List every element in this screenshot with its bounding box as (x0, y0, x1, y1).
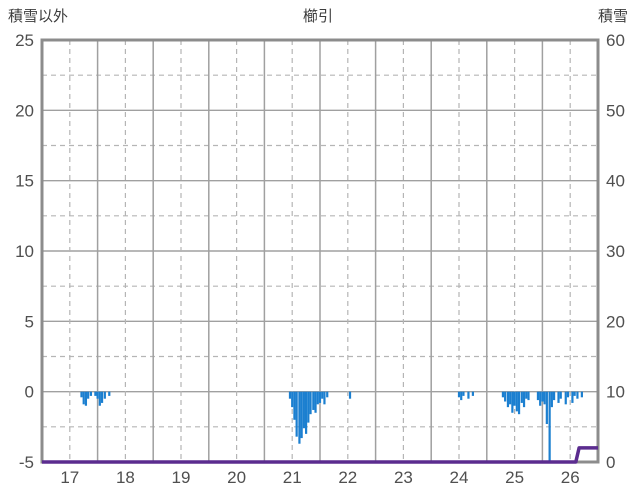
tick-label: 18 (116, 468, 135, 487)
bar (536, 391, 540, 401)
bar (564, 391, 567, 405)
tick-label: 15 (15, 172, 34, 191)
bar (84, 391, 88, 406)
bar (539, 391, 542, 406)
bar (323, 391, 326, 405)
bar (103, 391, 106, 399)
tick-label: 0 (25, 383, 34, 402)
bar (457, 391, 461, 398)
bar (462, 391, 465, 396)
bar (295, 391, 298, 437)
bar (513, 391, 516, 406)
bar (580, 391, 583, 398)
tick-label: 26 (561, 468, 580, 487)
tick-label: 60 (606, 31, 625, 50)
bar (541, 391, 544, 402)
bar (80, 391, 83, 398)
tick-label: -5 (19, 453, 34, 472)
chart-title: 櫛引 (302, 8, 333, 25)
tick-label: 20 (606, 312, 625, 331)
bar (316, 391, 319, 405)
bar (504, 391, 507, 402)
bar (288, 391, 292, 399)
tick-label: 24 (450, 468, 469, 487)
bar (527, 391, 530, 401)
bar (525, 391, 528, 399)
bar (293, 391, 296, 420)
bar (520, 391, 523, 403)
bar (509, 391, 512, 405)
tick-label: 10 (606, 383, 625, 402)
bar (312, 391, 315, 410)
tick-label: 0 (606, 453, 615, 472)
bar (100, 391, 104, 403)
snow-depth-line (42, 446, 598, 464)
bar-series (80, 391, 583, 462)
tick-label: 20 (15, 101, 34, 120)
bar (318, 391, 322, 403)
bar (348, 391, 352, 399)
bar (557, 391, 560, 403)
bar (573, 391, 576, 396)
bar (515, 391, 518, 412)
right-axis-title: 積雪 (597, 8, 628, 25)
tick-label: 30 (606, 242, 625, 261)
bar (305, 391, 308, 434)
bar (522, 391, 526, 408)
bar (89, 391, 93, 396)
bar (559, 391, 562, 399)
bar (108, 391, 111, 396)
tick-label: 10 (15, 242, 34, 261)
bar (550, 391, 553, 408)
bar (467, 391, 470, 399)
tick-label: 22 (338, 468, 357, 487)
bar (298, 391, 301, 444)
bar (291, 391, 294, 408)
bar (517, 391, 521, 415)
bar (543, 391, 546, 405)
bar (96, 391, 99, 399)
bar (571, 391, 574, 403)
bar (576, 391, 579, 399)
tick-label: 5 (25, 312, 34, 331)
tick-label: 50 (606, 101, 625, 120)
tick-label: 23 (394, 468, 413, 487)
bar (314, 391, 317, 413)
bar (545, 391, 548, 425)
bar (460, 391, 463, 401)
bar (501, 391, 505, 398)
tick-label: 25 (15, 31, 34, 50)
bar (511, 391, 514, 413)
bar (506, 391, 510, 408)
bar (326, 391, 329, 398)
tick-label: 19 (172, 468, 191, 487)
bar (307, 391, 310, 423)
bar (300, 391, 303, 439)
bar (98, 391, 101, 406)
bar (302, 391, 305, 429)
tick-label: 21 (283, 468, 302, 487)
tick-label: 17 (60, 468, 79, 487)
bar (321, 391, 324, 399)
tick-label: 25 (505, 468, 524, 487)
bar (552, 391, 556, 401)
bar (566, 391, 570, 398)
bar (471, 391, 474, 396)
tick-label: 20 (227, 468, 246, 487)
bar (548, 391, 551, 462)
bar (82, 391, 85, 405)
tick-label: 40 (606, 172, 625, 191)
bar (87, 391, 90, 399)
bar (94, 391, 97, 396)
bar (309, 391, 312, 415)
left-axis-title: 積雪以外 (8, 8, 69, 25)
